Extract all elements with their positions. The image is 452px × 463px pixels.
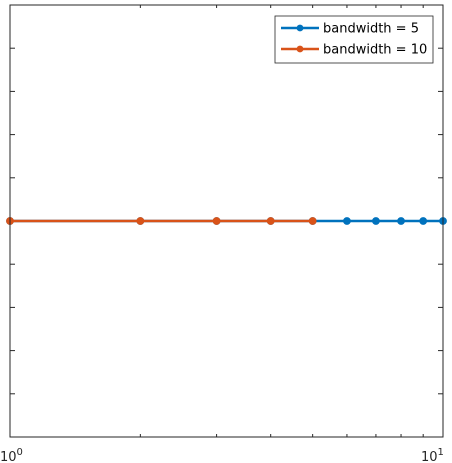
x-tick-label: 100 [0, 447, 23, 463]
legend-box [274, 15, 434, 64]
legend-label: bandwidth = 5 [323, 22, 419, 37]
series-2-point [308, 217, 317, 225]
series-1-point [419, 217, 428, 225]
series-2-point [266, 217, 275, 225]
series-1-point [372, 217, 380, 225]
x-tick-labels: 100 101 [0, 447, 444, 463]
legend-swatch-marker [296, 45, 304, 53]
legend-swatch-marker [296, 24, 304, 32]
axes-box [9, 4, 444, 438]
series-2-point [212, 217, 221, 225]
x-tick-label: 101 [421, 447, 444, 463]
axes-frame [9, 4, 444, 438]
plot-area [6, 217, 447, 225]
series-1-point [397, 217, 405, 225]
legend: bandwidth = 5 bandwidth = 10 [274, 15, 434, 64]
series-1-point [343, 217, 351, 225]
series-2-point [136, 217, 145, 225]
legend-label: bandwidth = 10 [323, 43, 427, 58]
